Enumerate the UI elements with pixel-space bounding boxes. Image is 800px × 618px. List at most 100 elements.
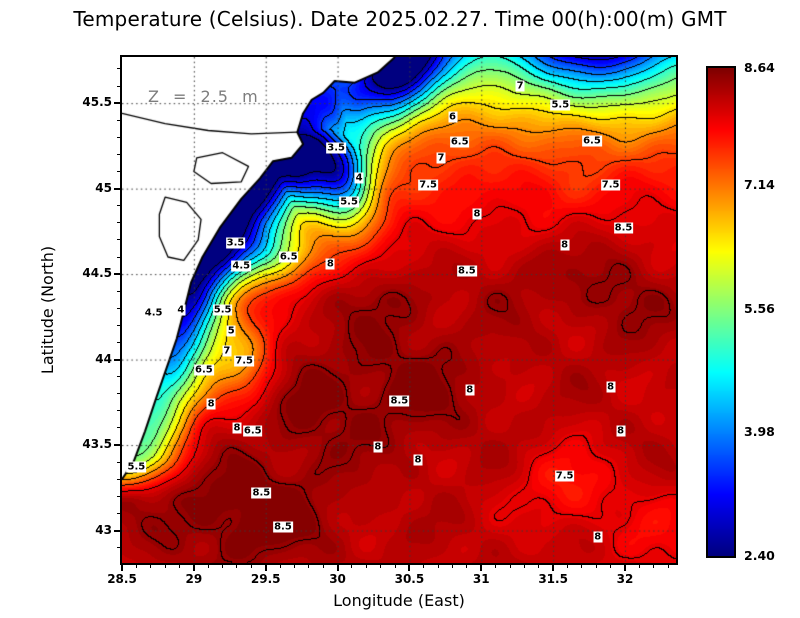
x-minor-tick <box>279 565 281 568</box>
y-major-tick <box>114 273 120 276</box>
y-minor-tick <box>117 68 120 70</box>
colorbar: 8.64 7.14 5.56 3.98 2.40 <box>706 60 800 563</box>
x-major-tick <box>623 565 626 571</box>
x-major-tick <box>552 565 555 571</box>
contour-label: 8 <box>325 258 335 270</box>
x-minor-tick <box>164 565 166 568</box>
y-major-tick <box>114 358 120 361</box>
y-minor-tick <box>117 307 120 309</box>
contour-label: 6.5 <box>194 364 214 376</box>
y-minor-tick <box>117 512 120 514</box>
contour-label: 7 <box>515 80 525 92</box>
contour-label: 7.5 <box>600 179 621 191</box>
x-major-tick <box>264 565 267 571</box>
y-minor-tick <box>117 85 120 87</box>
colorbar-gradient <box>706 66 736 558</box>
x-minor-tick <box>610 565 612 568</box>
x-tick-label: 29.5 <box>250 572 281 586</box>
contour-label: 7 <box>436 152 446 164</box>
contour-label: 6.5 <box>278 251 299 263</box>
x-major-tick <box>408 565 411 571</box>
x-minor-tick <box>394 565 396 568</box>
x-minor-tick <box>667 565 669 568</box>
y-minor-tick <box>117 478 120 480</box>
y-major-tick <box>114 187 120 190</box>
contour-label: 8.5 <box>251 487 272 499</box>
depth-annotation: Z = 2.5 m <box>148 87 259 106</box>
contour-label: 8 <box>465 384 475 396</box>
x-minor-tick <box>523 565 525 568</box>
contour-label: 6.5 <box>449 136 470 148</box>
contour-label: 7 <box>222 345 232 357</box>
x-minor-tick <box>566 565 568 568</box>
y-tick-label: 44 <box>95 351 112 366</box>
x-minor-tick <box>653 565 655 568</box>
x-minor-tick <box>351 565 353 568</box>
x-tick-label: 31.5 <box>538 572 568 586</box>
contour-label: 4 <box>354 172 364 184</box>
x-minor-tick <box>236 565 238 568</box>
contour-label: 8 <box>606 381 616 393</box>
x-tick-label: 30 <box>329 572 346 586</box>
contour-label: 4 <box>176 304 186 316</box>
contour-label: 8 <box>206 398 216 410</box>
x-minor-tick <box>538 565 540 568</box>
colorbar-tick-label: 3.98 <box>744 424 775 440</box>
contour-label: 8.5 <box>613 222 634 234</box>
y-minor-tick <box>117 222 120 224</box>
y-axis-label: Latitude (North) <box>38 245 57 375</box>
contour-label: 3.5 <box>326 142 346 154</box>
contour-label: 6.5 <box>242 425 263 437</box>
x-major-tick <box>192 565 195 571</box>
y-minor-tick <box>117 256 120 258</box>
contour-label-layer: 7 5.5 6 6.5 6.5 7 3.5 4 7.5 7.5 5.5 8 8.5 8 3.5 6.5 4.5 8… <box>122 57 676 563</box>
contour-label: 5.5 <box>212 304 233 316</box>
x-minor-tick <box>495 565 497 568</box>
x-major-tick <box>121 565 123 571</box>
x-minor-tick <box>437 565 439 568</box>
x-minor-tick <box>423 565 425 568</box>
y-tick-label: 43.5 <box>82 437 112 452</box>
x-axis-label: Longitude (East) <box>333 591 465 610</box>
x-minor-tick <box>293 565 295 568</box>
y-tick-label: 44.5 <box>82 266 112 281</box>
contour-label: 8.5 <box>273 521 293 533</box>
y-minor-tick <box>117 393 120 395</box>
y-minor-tick <box>117 376 120 378</box>
x-minor-tick <box>250 565 252 568</box>
y-major-tick <box>114 444 120 447</box>
contour-label: 5.5 <box>339 196 359 208</box>
x-minor-tick <box>509 565 511 568</box>
x-minor-tick <box>595 565 597 568</box>
contour-label: 8.5 <box>457 265 477 277</box>
contour-label: 8 <box>472 208 482 220</box>
x-minor-tick <box>380 565 382 568</box>
y-minor-tick <box>117 410 120 412</box>
x-minor-tick <box>365 565 367 568</box>
x-tick-label: 31 <box>472 572 490 586</box>
x-minor-tick <box>638 565 640 568</box>
y-minor-tick <box>117 341 120 343</box>
x-major-tick <box>480 565 483 571</box>
x-minor-tick <box>135 565 137 568</box>
x-minor-tick <box>150 565 152 568</box>
y-minor-tick <box>117 136 120 138</box>
x-minor-tick <box>466 565 468 568</box>
contour-label: 7.5 <box>554 470 575 482</box>
x-minor-tick <box>452 565 454 568</box>
y-tick-label: 45.5 <box>82 95 112 110</box>
y-minor-tick <box>117 239 120 241</box>
contour-label: 3.5 <box>225 237 246 249</box>
x-tick-label: 30.5 <box>394 572 425 586</box>
contour-label: 8 <box>616 425 626 437</box>
x-minor-tick <box>222 565 224 568</box>
contour-label: 7.5 <box>418 179 438 191</box>
contour-label: 8 <box>373 441 383 453</box>
contour-label: 8 <box>593 531 603 543</box>
contour-label: 5.5 <box>550 99 571 111</box>
x-tick-label: 29 <box>185 572 203 586</box>
contour-label: 5.5 <box>126 461 147 473</box>
contour-label: 6 <box>448 111 458 123</box>
contour-label: 6.5 <box>582 135 602 147</box>
y-minor-tick <box>117 427 120 429</box>
